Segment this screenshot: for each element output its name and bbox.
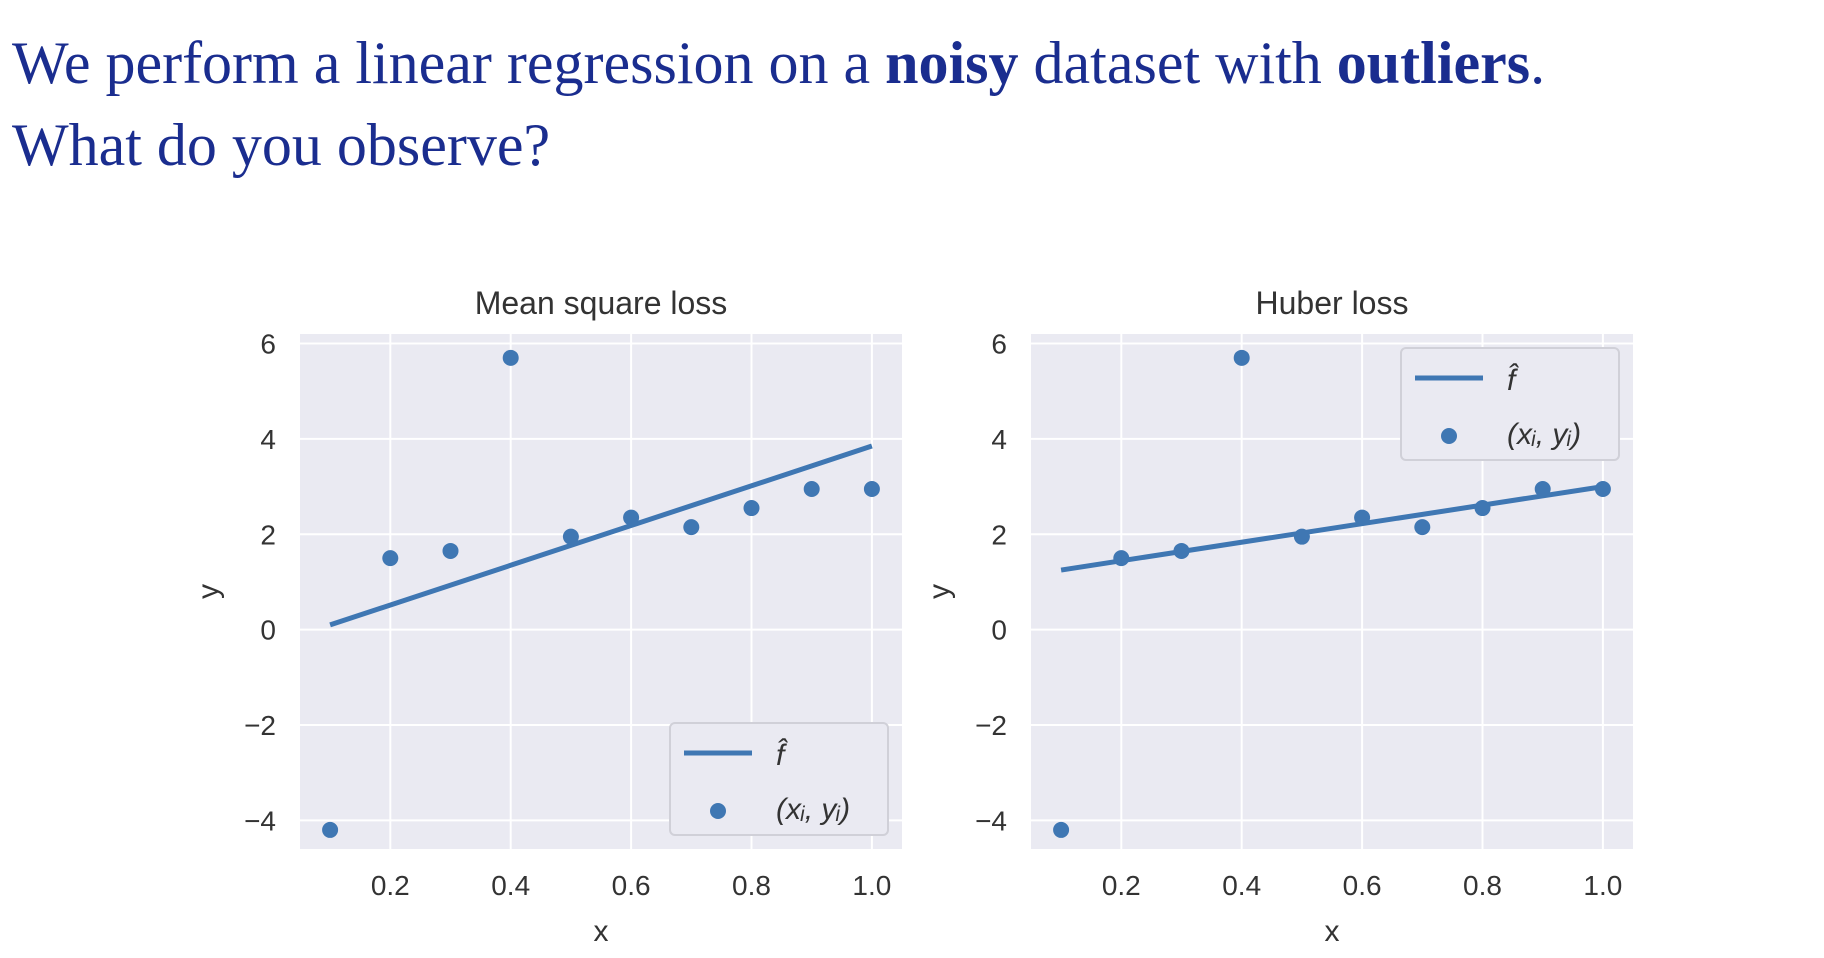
y-axis-label: y [192, 584, 225, 599]
fit-line [1060, 484, 1604, 573]
legend: f̂(xᵢ, yᵢ) [1400, 347, 1620, 461]
fit-line [329, 443, 873, 628]
data-point [803, 480, 820, 497]
legend-marker-swatch [710, 803, 726, 819]
data-point [863, 480, 880, 497]
y-tick-label: 2 [991, 519, 1007, 550]
data-point [1293, 528, 1310, 545]
x-tick-label: 0.4 [491, 870, 530, 901]
x-tick-label: 1.0 [852, 870, 891, 901]
data-point [743, 500, 760, 517]
y-tick-label: −2 [975, 710, 1007, 741]
y-tick-label: 0 [991, 615, 1007, 646]
y-tick-label: −4 [244, 805, 276, 836]
x-tick-label: 0.2 [371, 870, 410, 901]
x-tick-label: 0.4 [1222, 870, 1261, 901]
data-point [1594, 480, 1611, 497]
question-text: We perform a linear regression on a nois… [12, 22, 1545, 186]
question-emphasis-outliers: outliers [1336, 30, 1531, 96]
chart-panel-1: 0.2 0.4 0.6 0.8 1.0 6 4 2 0 −2 −4 x y Mean square los… [192, 285, 902, 948]
x-tick-label: 0.2 [1102, 870, 1141, 901]
question-text-segment: We perform a linear regression on a [12, 30, 886, 96]
data-point [1414, 519, 1431, 536]
data-point [502, 349, 519, 366]
data-point [442, 542, 459, 559]
y-tick-label: 6 [260, 329, 276, 360]
data-point [562, 528, 579, 545]
y-axis-label: y [923, 584, 956, 599]
legend: f̂(xᵢ, yᵢ) [669, 722, 889, 836]
data-point [623, 509, 640, 526]
question-line-2: What do you observe? [12, 112, 551, 178]
x-tick-label: 1.0 [1583, 870, 1622, 901]
chart-panel-2: 0.2 0.4 0.6 0.8 1.0 6 4 2 0 −2 −4 x y Huber loss f̂(xᵢ… [923, 285, 1633, 948]
x-axis-label: x [1325, 915, 1340, 948]
y-tick-label: −4 [975, 805, 1007, 836]
data-point [1354, 509, 1371, 526]
x-tick-label: 0.8 [1463, 870, 1502, 901]
legend-marker-swatch [1441, 428, 1457, 444]
y-tick-label: 4 [260, 424, 276, 455]
x-tick-label: 0.6 [612, 870, 651, 901]
question-text-segment: dataset with [1018, 30, 1337, 96]
question-emphasis-noisy: noisy [885, 30, 1019, 96]
x-axis-label: x [594, 915, 609, 948]
data-point [1173, 542, 1190, 559]
data-point [1474, 500, 1491, 517]
chart-title: Huber loss [1256, 285, 1409, 321]
x-tick-label: 0.6 [1343, 870, 1382, 901]
data-point [1113, 550, 1130, 567]
chart-title: Mean square loss [475, 285, 728, 321]
data-point [382, 550, 399, 567]
y-tick-label: −2 [244, 710, 276, 741]
data-point [1233, 349, 1250, 366]
question-text-segment: . [1530, 30, 1546, 96]
data-point [1053, 821, 1070, 838]
data-point [1534, 480, 1551, 497]
data-point [683, 519, 700, 536]
legend-label: (xᵢ, yᵢ) [776, 793, 850, 826]
y-tick-label: 0 [260, 615, 276, 646]
question-line-1: We perform a linear regression on a nois… [12, 22, 1545, 104]
y-tick-label: 6 [991, 329, 1007, 360]
legend-label: (xᵢ, yᵢ) [1507, 418, 1581, 451]
y-tick-label: 2 [260, 519, 276, 550]
x-tick-label: 0.8 [732, 870, 771, 901]
y-tick-label: 4 [991, 424, 1007, 455]
data-point [322, 821, 339, 838]
